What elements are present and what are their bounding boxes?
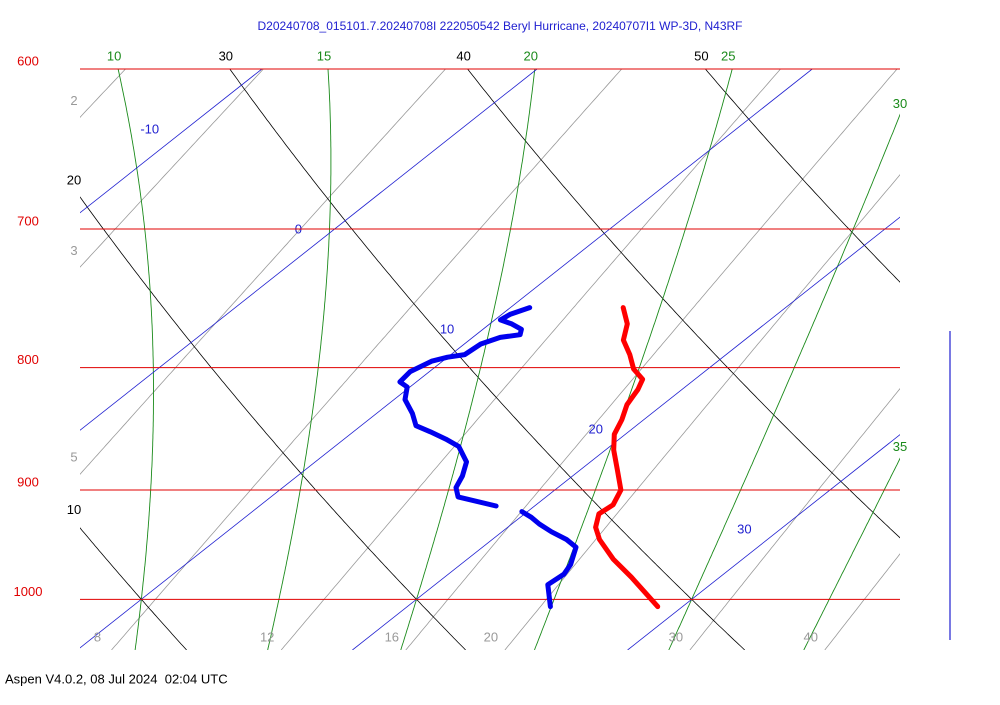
moist-adiabat-label: 35 [893, 439, 907, 454]
mixing-ratio-label: 8 [94, 629, 101, 644]
moist-adiabat-label: 30 [893, 96, 907, 111]
moist-adiabat-label: 15 [317, 48, 331, 63]
profile-line [397, 305, 579, 610]
mixing-ratio-label: 16 [385, 629, 399, 644]
plot-area [80, 69, 900, 650]
moist-adiabat-label: 10 [107, 48, 121, 63]
mixing-ratio-line [80, 69, 264, 268]
dry-adiabat-label: 40 [456, 48, 470, 63]
dry-adiabat-line [467, 69, 900, 539]
mixing-ratio-line [689, 388, 900, 650]
dry-adiabat-line [705, 69, 900, 283]
mixing-ratio-label: 5 [70, 449, 77, 464]
mixing-ratio-label: 30 [669, 629, 683, 644]
isotherm-label: 20 [588, 421, 602, 436]
mixing-ratio-line [824, 553, 900, 650]
isobar-label: 700 [17, 213, 39, 228]
chart-title: D20240708_015101.7.20240708I 222050542 B… [257, 19, 742, 33]
dry-adiabat-label: 30 [219, 48, 233, 63]
dry-adiabat-label: 50 [694, 48, 708, 63]
dry-adiabat-line [229, 69, 745, 650]
mixing-ratio-label: 3 [70, 243, 77, 258]
isobar-label: 600 [17, 53, 39, 68]
isobar-label: 800 [17, 352, 39, 367]
isotherm-label: 30 [737, 521, 751, 536]
isobar-label: 1000 [14, 584, 43, 599]
moist-adiabat-label: 20 [524, 48, 538, 63]
isotherm-line [80, 69, 263, 214]
dry-adiabat-line [80, 527, 187, 650]
moist-adiabat-line [400, 69, 536, 650]
mixing-ratio-line [80, 69, 446, 475]
mixing-ratio-line [111, 69, 622, 650]
isotherm-label: -10 [140, 121, 159, 136]
isotherm-line [352, 216, 900, 650]
mixing-ratio-line [280, 69, 781, 650]
mixing-ratio-line [405, 69, 898, 650]
profile-line [593, 305, 661, 610]
moist-adiabat-label: 25 [721, 48, 735, 63]
isobar-label: 900 [17, 474, 39, 489]
isotherm-line [627, 434, 900, 650]
moist-adiabat-line [117, 69, 154, 650]
mixing-ratio-label: 12 [260, 629, 274, 644]
moist-adiabat-line [668, 113, 900, 650]
dry-adiabat-line [80, 196, 466, 650]
dry-adiabat-label: 10 [67, 502, 81, 517]
dry-adiabat-label: 20 [67, 172, 81, 187]
mixing-ratio-line [504, 174, 900, 650]
isotherm-label: 10 [440, 321, 454, 336]
mixing-ratio-label: 40 [804, 629, 818, 644]
isotherm-line [80, 69, 538, 431]
footer: Aspen V4.0.2, 08 Jul 2024 02:04 UTC [5, 671, 228, 686]
mixing-ratio-label: 2 [70, 93, 77, 108]
mixing-ratio-label: 20 [484, 629, 498, 644]
moist-adiabat-line [803, 457, 900, 650]
moist-adiabat-line [267, 69, 332, 650]
